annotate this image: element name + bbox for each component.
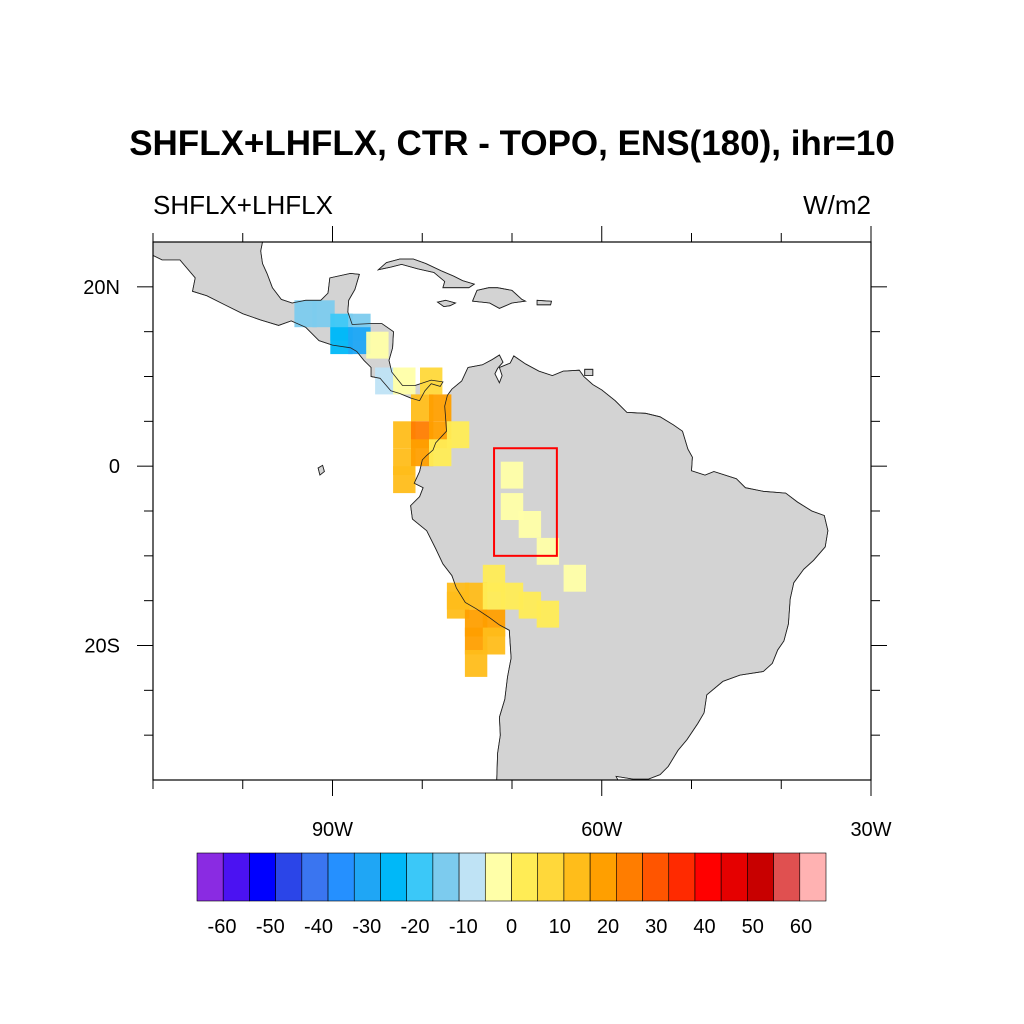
colorbar-label: -60 bbox=[208, 916, 237, 938]
y-tick-label: 0 bbox=[109, 456, 120, 478]
variable-subtitle: SHFLX+LHFLX bbox=[153, 190, 333, 220]
anomaly-cell bbox=[420, 367, 443, 395]
anomaly-cell bbox=[500, 493, 524, 520]
anomaly-cell bbox=[518, 511, 542, 538]
colorbar-swatch bbox=[249, 852, 276, 902]
colorbar-label: 40 bbox=[693, 916, 715, 938]
anomaly-cell bbox=[429, 439, 452, 467]
colorbar-label: -50 bbox=[256, 916, 285, 938]
anomaly-cell bbox=[411, 439, 434, 467]
anomaly-cell bbox=[518, 591, 542, 619]
colorbar-label: -20 bbox=[401, 916, 430, 938]
anomaly-cells bbox=[294, 300, 586, 677]
y-tick-labels: 20N 0 20S bbox=[83, 277, 120, 658]
coastline bbox=[376, 258, 476, 289]
colorbar-swatch bbox=[458, 852, 486, 902]
anomaly-cell bbox=[482, 582, 506, 610]
coastline bbox=[153, 242, 444, 402]
coastline bbox=[536, 299, 553, 306]
anomaly-cell bbox=[464, 582, 488, 610]
anomaly-cell bbox=[563, 564, 586, 592]
colorbar-label: 50 bbox=[742, 916, 764, 938]
colorbar-swatch bbox=[301, 852, 329, 902]
coastline-layer bbox=[153, 242, 829, 780]
coastline bbox=[436, 299, 457, 308]
anomaly-cell bbox=[312, 300, 335, 328]
colorbar-label: 0 bbox=[506, 916, 517, 938]
colorbar: -60 -50 -40 -30 -20 -10 0 10 20 30 40 50 60 bbox=[196, 852, 827, 938]
coastline bbox=[317, 464, 325, 476]
colorbar-label: 60 bbox=[790, 916, 812, 938]
colorbar-swatch bbox=[747, 852, 774, 902]
y-tick-label: 20N bbox=[83, 277, 120, 299]
colorbar-swatch bbox=[222, 852, 250, 902]
anomaly-cell bbox=[536, 600, 560, 628]
colorbar-swatch bbox=[484, 852, 512, 902]
colorbar-swatch bbox=[642, 852, 670, 902]
colorbar-swatch bbox=[694, 852, 722, 902]
map-title: SHFLX+LHFLX, CTR - TOPO, ENS(180), ihr=1… bbox=[129, 124, 895, 163]
anomaly-cell bbox=[366, 331, 389, 359]
colorbar-swatch bbox=[563, 852, 591, 902]
colorbar-swatch bbox=[432, 852, 460, 902]
colorbar-label: 10 bbox=[549, 916, 571, 938]
anomaly-cell bbox=[393, 367, 416, 395]
anomaly-cell bbox=[536, 537, 560, 565]
anomaly-cell bbox=[393, 421, 416, 449]
x-tick-label: 60W bbox=[581, 819, 622, 841]
colorbar-swatch bbox=[537, 852, 565, 902]
anomaly-cell bbox=[294, 300, 317, 328]
x-tick-labels: 90W 60W 30W bbox=[312, 819, 892, 841]
anomaly-cell bbox=[500, 582, 524, 610]
colorbar-swatch bbox=[196, 852, 224, 902]
colorbar-label: -10 bbox=[449, 916, 478, 938]
anomaly-cell bbox=[464, 627, 488, 655]
colorbar-swatch bbox=[668, 852, 696, 902]
x-tick-label: 30W bbox=[850, 819, 891, 841]
anomaly-cell bbox=[446, 421, 470, 449]
colorbar-swatch bbox=[406, 852, 434, 902]
coastline bbox=[584, 368, 594, 376]
coastline bbox=[410, 354, 829, 780]
colorbar-label: -30 bbox=[352, 916, 381, 938]
land-trinidad bbox=[584, 368, 594, 376]
anomaly-cell bbox=[464, 650, 488, 677]
axis-ticks bbox=[137, 226, 887, 796]
colorbar-swatch bbox=[511, 852, 539, 902]
colorbar-swatch bbox=[589, 852, 617, 902]
y-tick-label: 20S bbox=[84, 636, 120, 658]
colorbar-label: 20 bbox=[597, 916, 619, 938]
anomaly-cell bbox=[500, 461, 524, 489]
colorbar-swatch bbox=[720, 852, 748, 902]
colorbar-swatch bbox=[380, 852, 407, 902]
colorbar-swatch bbox=[275, 852, 303, 902]
colorbar-label: 30 bbox=[645, 916, 667, 938]
anomaly-cell bbox=[446, 591, 470, 619]
colorbar-swatch bbox=[616, 852, 643, 902]
anomaly-cell bbox=[375, 367, 398, 395]
anomaly-cell bbox=[393, 466, 416, 494]
colorbar-swatch bbox=[773, 852, 801, 902]
colorbar-swatch bbox=[353, 852, 381, 902]
colorbar-swatch bbox=[799, 852, 827, 902]
analysis-box bbox=[493, 447, 558, 557]
coastline bbox=[471, 287, 527, 309]
colorbar-swatch bbox=[327, 852, 355, 902]
anomaly-cell bbox=[348, 327, 371, 355]
colorbar-label: -40 bbox=[304, 916, 333, 938]
units-subtitle: W/m2 bbox=[803, 190, 871, 220]
anomaly-cell bbox=[411, 394, 434, 422]
anomaly-cell bbox=[482, 627, 506, 655]
x-tick-label: 90W bbox=[312, 819, 353, 841]
anomaly-cell bbox=[429, 394, 452, 422]
